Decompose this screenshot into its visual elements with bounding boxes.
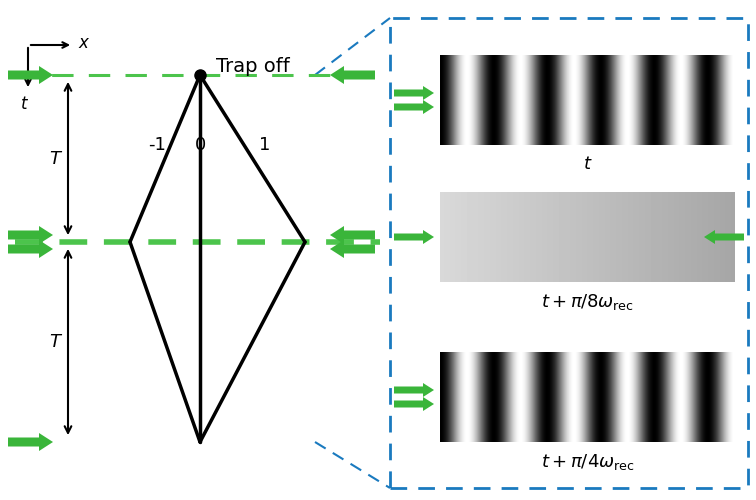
FancyArrow shape	[394, 100, 434, 114]
FancyArrow shape	[8, 240, 53, 258]
FancyArrow shape	[704, 230, 744, 244]
FancyArrow shape	[394, 383, 434, 397]
Text: $t+\pi/8\omega_{\mathrm{rec}}$: $t+\pi/8\omega_{\mathrm{rec}}$	[541, 292, 634, 312]
Text: $x$: $x$	[78, 34, 91, 52]
Text: $t$: $t$	[583, 155, 592, 173]
FancyArrow shape	[330, 226, 375, 244]
Text: 0: 0	[194, 136, 206, 154]
Text: -1: -1	[147, 136, 166, 154]
Text: Trap off: Trap off	[216, 58, 290, 76]
FancyArrow shape	[394, 86, 434, 100]
Text: $T$: $T$	[49, 150, 63, 168]
FancyArrow shape	[8, 226, 53, 244]
Bar	[390, 18, 748, 488]
FancyArrow shape	[394, 230, 434, 244]
FancyArrow shape	[394, 397, 434, 411]
FancyArrow shape	[330, 240, 375, 258]
FancyArrow shape	[330, 66, 375, 84]
Text: $T$: $T$	[49, 333, 63, 351]
Text: $t$: $t$	[20, 95, 29, 113]
Text: $t+\pi/4\omega_{\mathrm{rec}}$: $t+\pi/4\omega_{\mathrm{rec}}$	[541, 452, 634, 472]
FancyArrow shape	[8, 66, 53, 84]
FancyArrow shape	[8, 433, 53, 451]
Text: 1: 1	[259, 136, 271, 154]
